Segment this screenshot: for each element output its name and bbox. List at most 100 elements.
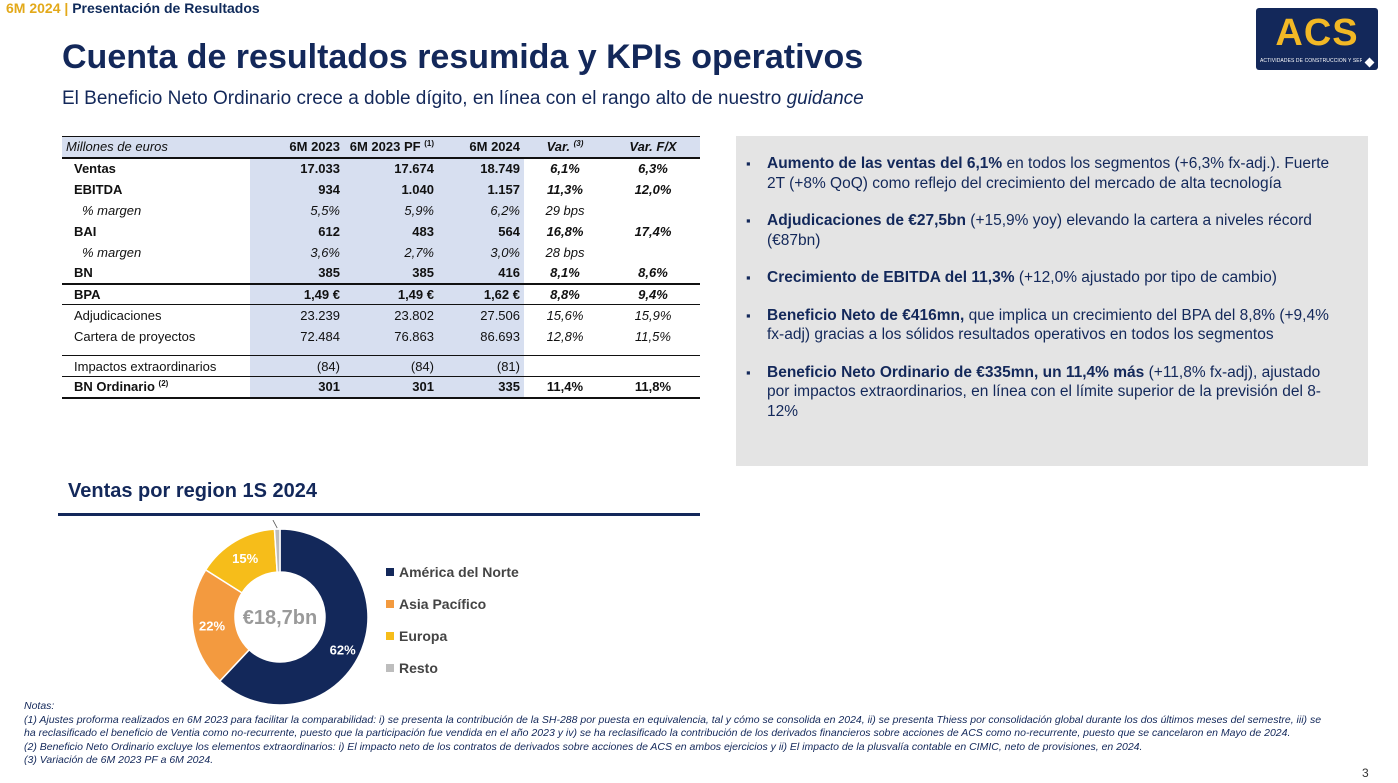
- cell: 17.674: [344, 157, 438, 179]
- cell: 11,5%: [635, 328, 671, 344]
- cell: 8,1%: [550, 265, 580, 280]
- logo-wordmark: ACS: [1275, 12, 1359, 54]
- legend-item: Resto: [386, 652, 519, 684]
- table-spacer: [62, 346, 700, 356]
- highlight-bold: Adjudicaciones de €27,5bn: [767, 212, 966, 229]
- table-row: EBITDA 934 1.040 1.157 11,3% 12,0%: [62, 178, 700, 200]
- page-number: 3: [1362, 766, 1369, 780]
- highlight-text: que implica un crecimiento del BPA del 8…: [767, 306, 1329, 344]
- footnote: (2) Beneficio Neto Ordinario excluye los…: [24, 740, 1143, 753]
- table-row: BN 385 385 416 8,1% 8,6%: [62, 262, 700, 284]
- note-ref: (1): [424, 139, 434, 149]
- table-row: BN Ordinario (2) 301 301 335 11,4% 11,8%: [62, 376, 700, 399]
- table-row: Impactos extraordinarios (84) (84) (81): [62, 355, 700, 377]
- cell: 16,8%: [546, 223, 584, 239]
- cell: 12,0%: [634, 181, 672, 197]
- cell: 18.749: [438, 157, 524, 179]
- donut-center-total: €18,7bn: [243, 607, 317, 629]
- cell: [606, 242, 700, 263]
- chart-section-title: Ventas por region 1S 2024: [68, 480, 317, 502]
- slice-leader-line: [272, 520, 278, 529]
- cell: 1.040: [344, 178, 438, 200]
- highlights-list: Aumento de las ventas del 6,1% en todos …: [746, 154, 1338, 439]
- table-header-row: Millones de euros 6M 2023 6M 2023 PF (1)…: [62, 136, 700, 159]
- cell: 612: [250, 220, 344, 242]
- cell: 2,7%: [344, 241, 438, 263]
- header-6m2023: 6M 2023: [250, 136, 344, 159]
- page-title: Cuenta de resultados resumida y KPIs ope…: [62, 38, 864, 76]
- legend-swatch: [386, 632, 394, 640]
- cell: 23.802: [344, 304, 438, 326]
- legend-swatch: [386, 600, 394, 608]
- cell: 301: [344, 376, 438, 399]
- legend-item: Asia Pacífico: [386, 588, 519, 620]
- cell: 23.239: [250, 304, 344, 326]
- row-label: Impactos extraordinarios: [62, 355, 250, 377]
- cell: 28 bps: [545, 244, 585, 260]
- cell: 1,49 €: [250, 282, 344, 305]
- row-label: BAI: [74, 223, 97, 239]
- cell: 6,2%: [438, 199, 524, 221]
- highlight-text: en todos los segmentos (+6,3% fx-adj.). …: [767, 155, 1330, 192]
- cell: 5,9%: [344, 199, 438, 221]
- slice-label-europa: 15%: [232, 551, 258, 566]
- legend-item: Europa: [386, 620, 519, 652]
- row-label: BN Ordinario (2): [62, 376, 250, 399]
- cell: (84): [250, 355, 344, 377]
- section-label: Presentación de Resultados: [72, 0, 260, 16]
- legend-label: Resto: [399, 660, 438, 676]
- header-var-text: Var.: [546, 139, 570, 155]
- header-breadcrumb: 6M 2024 | Presentación de Resultados: [6, 0, 260, 16]
- legend-label: Asia Pacífico: [399, 596, 487, 612]
- logo-tagline: ACTIVIDADES DE CONSTRUCCIÓN Y SERVICIOS: [1260, 58, 1362, 64]
- cell: 72.484: [250, 325, 344, 347]
- highlight-text: (+12,0% ajustado por tipo de cambio): [1014, 269, 1277, 286]
- cell: 15,6%: [524, 304, 606, 326]
- table-row: BPA 1,49 € 1,49 € 1,62 € 8,8% 9,4%: [62, 282, 700, 305]
- cell: 17,4%: [634, 223, 672, 239]
- header-units: Millones de euros: [62, 136, 250, 159]
- subtitle-emphasis: guidance: [786, 88, 864, 109]
- cell: 416: [438, 262, 524, 284]
- cell: 564: [438, 220, 524, 242]
- cell: [606, 355, 700, 377]
- cell: 483: [344, 220, 438, 242]
- slice-label-asia-pacifico: 22%: [199, 619, 225, 634]
- cell: 76.863: [344, 325, 438, 347]
- cell: 6,1%: [550, 161, 580, 176]
- period-label: 6M 2024: [6, 0, 61, 16]
- highlight-bold: Beneficio Neto de €416mn,: [767, 306, 965, 324]
- row-label: EBITDA: [74, 181, 123, 197]
- header-6m2024: 6M 2024: [438, 136, 524, 159]
- highlight-bold: Aumento de las ventas del 6,1%: [767, 155, 1003, 172]
- footnote: Notas:: [24, 700, 55, 712]
- cell: 15,9%: [606, 304, 700, 326]
- table-row: % margen 3,6% 2,7% 3,0% 28 bps: [62, 241, 700, 263]
- highlight-bold: Beneficio Neto Ordinario de €335mn, un 1…: [767, 363, 1145, 381]
- slice-america-del-norte: [218, 528, 369, 706]
- slice-label-resto: 1%: [255, 520, 274, 523]
- cell: 301: [250, 376, 344, 399]
- cell: (84): [344, 355, 438, 377]
- row-label: BN: [74, 265, 93, 280]
- row-label: Ventas: [74, 161, 116, 176]
- cell: [524, 355, 606, 377]
- cell: 3,0%: [438, 241, 524, 263]
- cell: 934: [250, 178, 344, 200]
- slice-resto: [273, 528, 281, 573]
- subtitle-text: El Beneficio Neto Ordinario crece a dobl…: [62, 88, 782, 109]
- footnotes: Notas: (1) Ajustes proforma realizados e…: [24, 700, 1334, 768]
- cell: 1.157: [438, 178, 524, 200]
- cell: 17.033: [250, 157, 344, 179]
- list-item: Aumento de las ventas del 6,1% en todos …: [746, 154, 1338, 193]
- cell: 8,6%: [638, 265, 668, 280]
- legend-label: América del Norte: [399, 564, 519, 580]
- section-divider: [58, 513, 700, 516]
- legend-swatch: [386, 664, 394, 672]
- cell: 335: [438, 376, 524, 399]
- header-var-fx: Var. F/X: [606, 136, 700, 159]
- cell: 11,4%: [524, 376, 606, 399]
- row-label: BPA: [62, 282, 250, 305]
- highlight-bold: Crecimiento de EBITDA del 11,3%: [767, 269, 1015, 286]
- list-item: Crecimiento de EBITDA del 11,3% (+12,0% …: [746, 268, 1338, 288]
